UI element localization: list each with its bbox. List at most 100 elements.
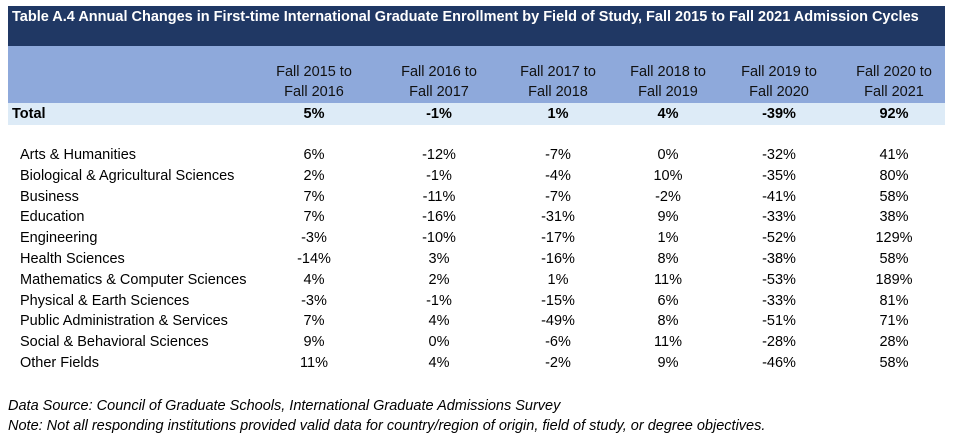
column-header-line1: Fall 2017 to (520, 64, 596, 80)
total-cell: -1% (426, 106, 452, 122)
table-cell: 9% (657, 354, 679, 371)
total-cell: -39% (762, 106, 796, 122)
table-cell: 6% (303, 147, 325, 163)
row-label: Public Administration & Services (20, 313, 228, 330)
table-cell: 71% (879, 313, 909, 330)
column-header-line2: Fall 2020 (749, 84, 809, 100)
table-cell: -51% (762, 313, 796, 330)
table-cell: -7% (545, 188, 571, 205)
table-cell: 129% (875, 230, 913, 247)
table-cell: 189% (875, 271, 913, 288)
validity-note: Note: Not all responding institutions pr… (8, 418, 766, 434)
table-cell: 9% (657, 209, 679, 226)
footnotes: Data Source: Council of Graduate Schools… (8, 396, 765, 436)
table-cell: 0% (428, 334, 450, 351)
table-row: Arts & Humanities 6% -12% -7% 0% -32% 41… (8, 145, 945, 166)
table-cell: -17% (541, 230, 575, 247)
row-label: Education (20, 209, 85, 226)
row-label: Other Fields (20, 354, 99, 371)
total-row: Total 5% -1% 1% 4% -39% 92% (8, 103, 945, 125)
table-cell: -3% (301, 230, 327, 247)
table-cell: 2% (303, 167, 325, 184)
table-cell: -31% (541, 209, 575, 226)
column-header-line1: Fall 2020 to (856, 64, 932, 80)
table-cell: -4% (545, 167, 571, 184)
table-cell: -1% (426, 292, 452, 309)
table-cell: 41% (879, 147, 909, 163)
row-label: Arts & Humanities (20, 147, 137, 163)
table-cell: -16% (422, 209, 456, 226)
table-cell: -52% (762, 230, 796, 247)
column-header-line2: Fall 2019 (638, 84, 698, 100)
table-cell: 11% (654, 271, 682, 288)
table-cell: -15% (541, 292, 575, 309)
table-cell: -3% (301, 292, 327, 309)
table-cell: 6% (657, 292, 679, 309)
table-cell: -38% (762, 250, 796, 267)
table-cell: 58% (879, 188, 909, 205)
column-header: Fall 2018 to Fall 2019 (608, 62, 728, 102)
row-label: Mathematics & Computer Sciences (20, 271, 247, 288)
table-row: Other Fields 11% 4% -2% 9% -46% 58% (8, 353, 945, 374)
column-header-line1: Fall 2018 to (630, 64, 706, 80)
table-row: Engineering -3% -10% -17% 1% -52% 129% (8, 228, 945, 249)
table-cell: -10% (422, 230, 456, 247)
column-header-line1: Fall 2016 to (401, 64, 477, 80)
table-row: Health Sciences -14% 3% -16% 8% -38% 58% (8, 249, 945, 270)
table-cell: 11% (654, 334, 682, 351)
table-cell: -46% (762, 354, 796, 371)
column-header-line1: Fall 2015 to (276, 64, 352, 80)
table-cell: 58% (879, 354, 909, 371)
table-cell: -11% (422, 188, 456, 205)
table-cell: 8% (657, 313, 679, 330)
column-header-line2: Fall 2021 (864, 84, 924, 100)
row-label: Business (20, 188, 79, 205)
table-cell: -35% (762, 167, 796, 184)
table-row: Mathematics & Computer Sciences 4% 2% 1%… (8, 270, 945, 291)
table-cell: 58% (879, 250, 909, 267)
table-cell: -41% (762, 188, 796, 205)
table-row: Physical & Earth Sciences -3% -1% -15% 6… (8, 291, 945, 312)
row-label: Health Sciences (20, 250, 125, 267)
table-cell: 10% (653, 167, 683, 184)
table-cell: 28% (879, 334, 909, 351)
row-label: Social & Behavioral Sciences (20, 334, 209, 351)
table-cell: -12% (422, 147, 456, 163)
table-cell: 3% (428, 250, 450, 267)
table-container: Table A.4 Annual Changes in First-time I… (8, 6, 945, 374)
row-label: Engineering (20, 230, 98, 247)
table-cell: -14% (297, 250, 331, 267)
table-cell: -33% (762, 292, 796, 309)
column-header-line1: Fall 2019 to (741, 64, 817, 80)
table-cell: 4% (428, 354, 450, 371)
table-cell: 38% (879, 209, 909, 226)
data-source-note: Data Source: Council of Graduate Schools… (8, 398, 561, 414)
table-cell: 7% (303, 209, 325, 226)
table-cell: 80% (879, 167, 909, 184)
table-cell: -32% (762, 147, 796, 163)
table-cell: 11% (300, 354, 328, 371)
column-header: Fall 2017 to Fall 2018 (498, 62, 618, 102)
table-cell: 0% (657, 147, 679, 163)
column-header: Fall 2015 to Fall 2016 (254, 62, 374, 102)
table-cell: 1% (547, 271, 569, 288)
table-cell: -49% (541, 313, 575, 330)
table-cell: 4% (428, 313, 450, 330)
total-cell: 5% (303, 106, 325, 122)
column-header-line2: Fall 2016 (284, 84, 344, 100)
table-cell: 2% (428, 271, 450, 288)
table-row: Public Administration & Services 7% 4% -… (8, 311, 945, 332)
table-cell: -2% (655, 188, 681, 205)
table-cell: 81% (879, 292, 909, 309)
table-cell: -1% (426, 167, 452, 184)
table-title: Table A.4 Annual Changes in First-time I… (8, 6, 945, 46)
table-cell: -16% (541, 250, 575, 267)
column-header-line2: Fall 2017 (409, 84, 469, 100)
total-cell: 4% (657, 106, 679, 122)
table-row: Social & Behavioral Sciences 9% 0% -6% 1… (8, 332, 945, 353)
table-cell: -53% (762, 271, 796, 288)
column-header-line2: Fall 2018 (528, 84, 588, 100)
column-header: Fall 2016 to Fall 2017 (379, 62, 499, 102)
total-cell: 1% (547, 106, 569, 122)
row-label: Physical & Earth Sciences (20, 292, 190, 309)
